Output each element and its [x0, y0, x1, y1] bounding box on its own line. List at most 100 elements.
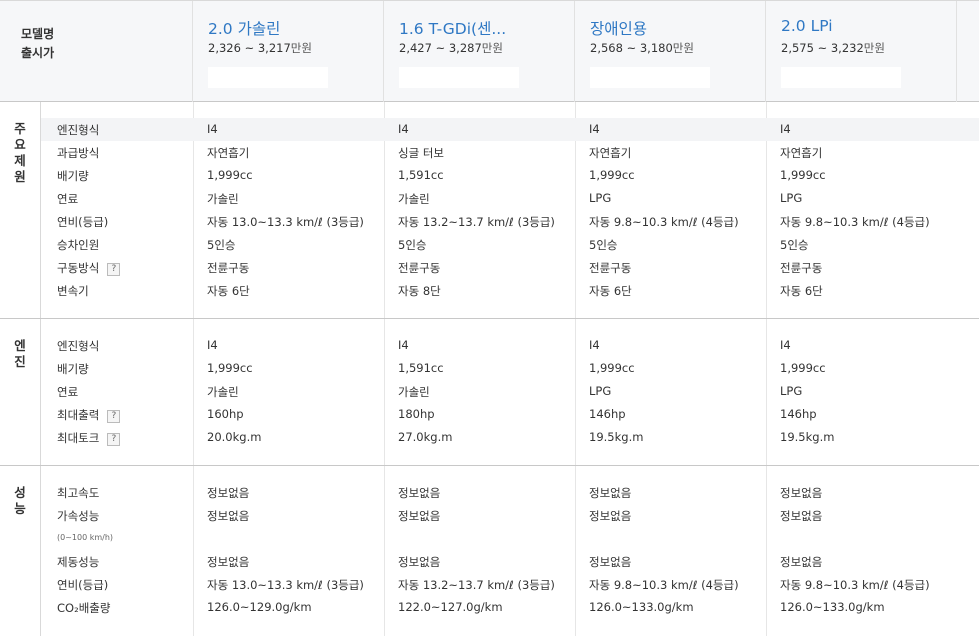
- spec-value: LPG: [780, 191, 803, 205]
- column-divider: [384, 102, 385, 318]
- spec-value: 가솔린: [398, 192, 430, 206]
- section-label-char: 성: [14, 485, 26, 500]
- section-label: 주 요 제 원: [0, 102, 41, 318]
- spec-value: 자연흡기: [589, 146, 632, 160]
- spec-row: 승차인원 5인승 5인승 5인승 5인승: [41, 233, 979, 256]
- model-header: 모델명 출시가 2.0 가솔린 2,326 ~ 3,217만원 1.6 T-GD…: [0, 0, 979, 102]
- section-label-char: 요: [14, 137, 26, 152]
- spec-value: 19.5kg.m: [780, 430, 835, 444]
- spec-value: 19.5kg.m: [589, 430, 644, 444]
- spec-row: 최대출력? 160hp 180hp 146hp 146hp: [41, 403, 979, 426]
- help-icon[interactable]: ?: [107, 263, 121, 276]
- spec-value: 가솔린: [398, 385, 430, 399]
- column-divider: [384, 319, 385, 465]
- model-name-link[interactable]: 2.0 LPi: [781, 17, 833, 35]
- spec-value: 1,999cc: [780, 361, 826, 375]
- spec-name: 최고속도: [57, 486, 100, 500]
- column-divider: [193, 319, 194, 465]
- spec-name: 변속기: [57, 284, 89, 298]
- spec-row: 엔진형식 I4 I4 I4 I4: [41, 118, 979, 141]
- spec-name: 승차인원: [57, 238, 100, 252]
- spec-value: 160hp: [207, 407, 244, 421]
- price-unit: 만원: [290, 41, 312, 55]
- spec-value: 180hp: [398, 407, 435, 421]
- column-divider: [193, 102, 194, 318]
- help-icon[interactable]: ?: [107, 410, 121, 423]
- spec-value: 정보없음: [398, 509, 441, 523]
- spec-name-text: 최대출력: [57, 408, 100, 422]
- release-price-label: 출시가: [21, 46, 55, 60]
- column-divider: [384, 466, 385, 636]
- model-select-box[interactable]: [399, 67, 519, 88]
- spec-value: 정보없음: [207, 509, 250, 523]
- spec-name: CO₂배출량: [57, 601, 111, 615]
- spec-value: 정보없음: [207, 555, 250, 569]
- model-select-box[interactable]: [781, 67, 901, 88]
- spec-value: 자동 9.8~10.3 km/ℓ (4등급): [780, 215, 930, 229]
- spec-value: 싱글 터보: [398, 146, 444, 160]
- spec-name-text: 최대토크: [57, 431, 100, 445]
- model-select-box[interactable]: [590, 67, 710, 88]
- model-column-3: 장애인용 2,568 ~ 3,180만원: [575, 1, 766, 102]
- spec-row: 가속성능 정보없음 정보없음 정보없음 정보없음: [41, 504, 979, 527]
- spec-value: 자동 9.8~10.3 km/ℓ (4등급): [589, 215, 739, 229]
- spec-value: LPG: [589, 191, 612, 205]
- spec-name: 연료: [57, 385, 79, 399]
- spec-name: 과급방식: [57, 146, 100, 160]
- section-performance: 성 능 최고속도 정보없음 정보없음 정보없음 정보없음 가속성능 정보없음 정…: [0, 466, 979, 636]
- spec-row: 최대토크? 20.0kg.m 27.0kg.m 19.5kg.m 19.5kg.…: [41, 426, 979, 449]
- spec-value: 정보없음: [589, 509, 632, 523]
- price-unit: 만원: [481, 41, 503, 55]
- spec-name: 배기량: [57, 169, 89, 183]
- price-range: 2,427 ~ 3,287: [399, 41, 482, 55]
- spec-name: 배기량: [57, 362, 89, 376]
- spec-value: 20.0kg.m: [207, 430, 262, 444]
- spec-value: 146hp: [589, 407, 626, 421]
- spec-row: 연료 가솔린 가솔린 LPG LPG: [41, 380, 979, 403]
- model-column-4: 2.0 LPi 2,575 ~ 3,232만원: [766, 1, 957, 102]
- spec-value: 전륜구동: [207, 261, 250, 275]
- model-column-2: 1.6 T-GDi(센... 2,427 ~ 3,287만원: [384, 1, 575, 102]
- model-name-link[interactable]: 2.0 가솔린: [208, 20, 281, 38]
- spec-value: 5인승: [589, 238, 618, 252]
- spec-name: 엔진형식: [57, 123, 100, 137]
- model-select-box[interactable]: [208, 67, 328, 88]
- model-price: 2,568 ~ 3,180만원: [590, 40, 694, 56]
- spec-row: 연비(등급) 자동 13.0~13.3 km/ℓ (3등급) 자동 13.2~1…: [41, 573, 979, 596]
- spec-row: 배기량 1,999cc 1,591cc 1,999cc 1,999cc: [41, 357, 979, 380]
- spec-value: 가솔린: [207, 385, 239, 399]
- model-name-label: 모델명: [21, 27, 55, 41]
- spec-value: 전륜구동: [780, 261, 823, 275]
- spec-value: 정보없음: [398, 486, 441, 500]
- spec-row: 제동성능 정보없음 정보없음 정보없음 정보없음: [41, 550, 979, 573]
- column-divider: [575, 466, 576, 636]
- model-name-link[interactable]: 장애인용: [590, 20, 648, 38]
- spec-value: 자동 9.8~10.3 km/ℓ (4등급): [780, 578, 930, 592]
- model-price: 2,427 ~ 3,287만원: [399, 40, 503, 56]
- spec-value: I4: [398, 122, 409, 136]
- spec-value: 전륜구동: [398, 261, 441, 275]
- spec-row: 연비(등급) 자동 13.0~13.3 km/ℓ (3등급) 자동 13.2~1…: [41, 210, 979, 233]
- section-main-specs: 주 요 제 원 엔진형식 I4 I4 I4 I4 과급방식 자연흡기 싱글 터보…: [0, 102, 979, 319]
- acceleration-unit-note: (0~100 km/h): [57, 533, 114, 542]
- spec-name: 제동성능: [57, 555, 100, 569]
- spec-value: I4: [589, 122, 600, 136]
- spec-value: LPG: [589, 384, 612, 398]
- column-divider: [193, 466, 194, 636]
- spec-name: 연비(등급): [57, 578, 109, 592]
- spec-value: 1,591cc: [398, 361, 444, 375]
- help-icon[interactable]: ?: [107, 433, 121, 446]
- column-divider: [766, 466, 767, 636]
- spec-row: 연료 가솔린 가솔린 LPG LPG: [41, 187, 979, 210]
- section-label: 엔 진: [0, 319, 41, 465]
- spec-value: 1,999cc: [780, 168, 826, 182]
- spec-value: 1,999cc: [207, 361, 253, 375]
- spec-value: 자동 13.0~13.3 km/ℓ (3등급): [207, 215, 364, 229]
- spec-value: 정보없음: [398, 555, 441, 569]
- price-range: 2,326 ~ 3,217: [208, 41, 291, 55]
- spec-value: 5인승: [780, 238, 809, 252]
- model-name-link[interactable]: 1.6 T-GDi(센...: [399, 20, 507, 38]
- section-label: 성 능: [0, 466, 41, 636]
- spec-value: 가솔린: [207, 192, 239, 206]
- spec-value: 1,999cc: [589, 168, 635, 182]
